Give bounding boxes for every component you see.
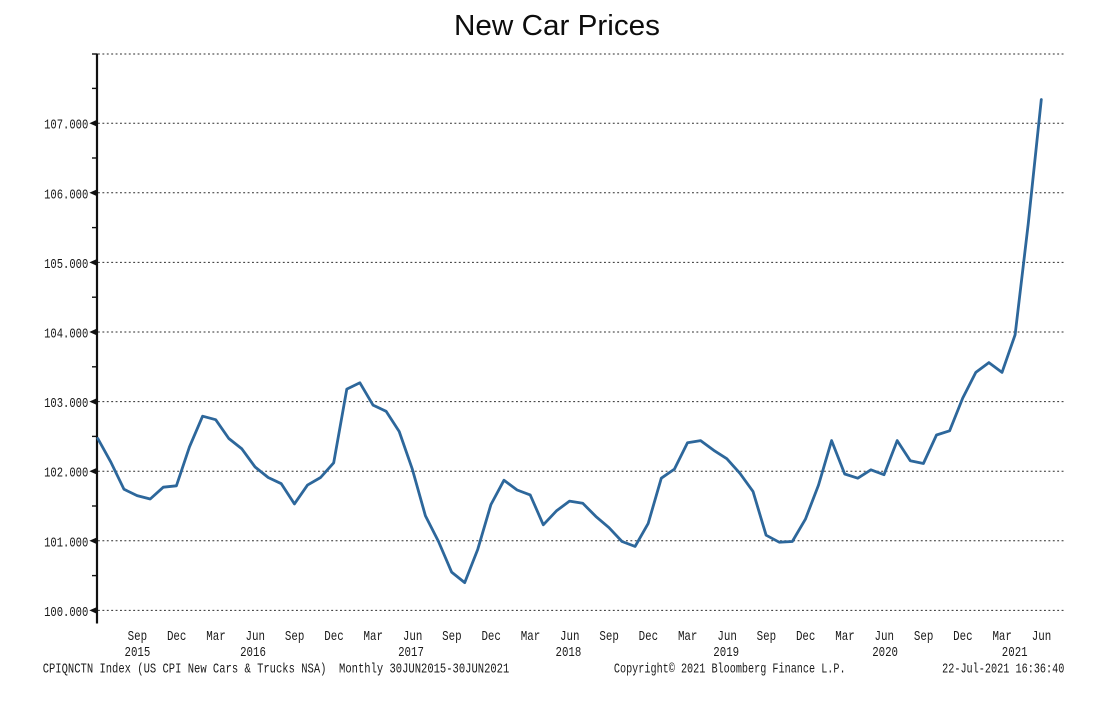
svg-text:106.000: 106.000 (44, 187, 88, 203)
svg-text:CPIQNCTN Index (US CPI New Car: CPIQNCTN Index (US CPI New Cars & Trucks… (43, 661, 510, 677)
svg-text:Sep: Sep (128, 629, 148, 645)
svg-text:Dec: Dec (639, 629, 659, 645)
svg-text:Mar: Mar (521, 629, 541, 645)
svg-text:Jun: Jun (403, 629, 423, 645)
svg-text:Dec: Dec (796, 629, 816, 645)
svg-text:Mar: Mar (678, 629, 698, 645)
svg-text:2017: 2017 (398, 645, 424, 661)
svg-text:Mar: Mar (992, 629, 1012, 645)
svg-text:Dec: Dec (953, 629, 973, 645)
svg-text:Mar: Mar (835, 629, 855, 645)
svg-text:2019: 2019 (713, 645, 739, 661)
svg-text:Sep: Sep (599, 629, 619, 645)
svg-text:Mar: Mar (364, 629, 384, 645)
svg-text:Copyright© 2021 Bloomberg Fina: Copyright© 2021 Bloomberg Finance L.P. (614, 661, 846, 677)
svg-text:2020: 2020 (872, 645, 898, 661)
svg-text:Dec: Dec (481, 629, 501, 645)
svg-text:Jun: Jun (246, 629, 266, 645)
svg-text:100.000: 100.000 (44, 605, 88, 621)
svg-text:Sep: Sep (757, 629, 777, 645)
svg-text:Sep: Sep (442, 629, 462, 645)
svg-text:Jun: Jun (1032, 629, 1052, 645)
svg-text:2018: 2018 (556, 645, 582, 661)
svg-text:2015: 2015 (125, 645, 151, 661)
svg-text:22-Jul-2021 16:36:40: 22-Jul-2021 16:36:40 (942, 661, 1064, 677)
svg-text:2016: 2016 (240, 645, 266, 661)
svg-text:2021: 2021 (1002, 645, 1028, 661)
svg-text:Sep: Sep (914, 629, 934, 645)
svg-text:Dec: Dec (324, 629, 344, 645)
svg-text:Sep: Sep (285, 629, 305, 645)
svg-text:Mar: Mar (206, 629, 226, 645)
svg-text:105.000: 105.000 (44, 257, 88, 273)
svg-text:Jun: Jun (560, 629, 580, 645)
svg-text:102.000: 102.000 (44, 466, 88, 482)
svg-text:101.000: 101.000 (44, 535, 88, 551)
svg-text:Jun: Jun (875, 629, 895, 645)
svg-text:107.000: 107.000 (44, 118, 88, 134)
svg-text:New Car Prices: New Car Prices (454, 10, 660, 42)
svg-text:Dec: Dec (167, 629, 187, 645)
svg-text:Jun: Jun (717, 629, 737, 645)
svg-text:104.000: 104.000 (44, 327, 88, 343)
svg-text:103.000: 103.000 (44, 396, 88, 412)
